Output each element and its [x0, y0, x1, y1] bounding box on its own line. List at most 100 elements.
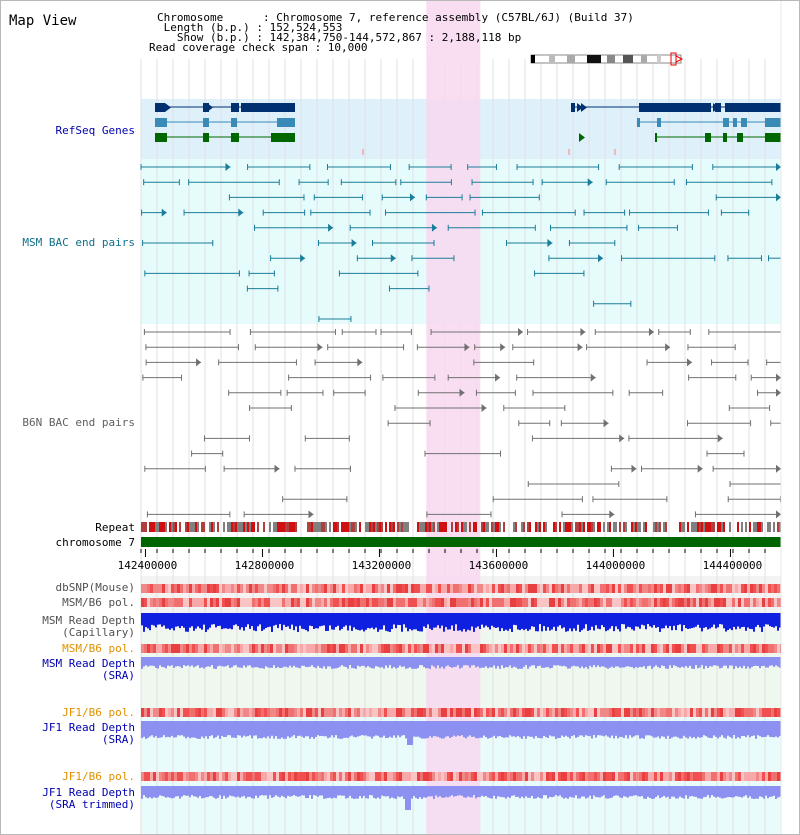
heat-cell — [393, 708, 396, 717]
depth-bar — [145, 657, 147, 666]
depth-bar — [671, 721, 673, 738]
heat-cell — [204, 598, 207, 607]
heat-cell — [549, 598, 552, 607]
depth-bar — [233, 721, 235, 738]
depth-bar — [649, 657, 651, 666]
heat-cell — [141, 644, 144, 653]
depth-bar — [697, 657, 699, 669]
depth-bar — [503, 721, 505, 738]
depth-bar — [591, 613, 593, 627]
heat-cell — [225, 644, 228, 653]
depth-bar — [761, 613, 763, 632]
depth-bar — [221, 786, 223, 799]
depth-bar — [593, 786, 595, 796]
heat-cell — [657, 584, 660, 593]
depth-bar — [709, 613, 711, 629]
heat-cell — [297, 708, 300, 717]
depth-bar — [717, 721, 719, 739]
heat-cell — [348, 584, 351, 593]
heat-cell — [519, 598, 522, 607]
gene-exon — [737, 133, 743, 142]
depth-bar — [773, 721, 775, 738]
heat-cell — [603, 644, 606, 653]
heat-cell — [612, 644, 615, 653]
depth-bar — [297, 613, 299, 632]
depth-bar — [333, 657, 335, 669]
depth-bar — [231, 786, 233, 797]
depth-bar — [199, 657, 201, 669]
depth-bar — [637, 786, 639, 797]
repeat-block — [693, 522, 695, 532]
depth-bar — [597, 657, 599, 666]
heat-cell — [552, 644, 555, 653]
heat-cell — [384, 772, 387, 781]
depth-bar — [205, 721, 207, 737]
depth-bar — [341, 786, 343, 796]
depth-bar — [685, 613, 687, 629]
depth-bar — [383, 657, 385, 669]
depth-bar — [603, 613, 605, 628]
depth-bar — [177, 613, 179, 627]
depth-bar — [525, 657, 527, 666]
heat-cell — [330, 598, 333, 607]
depth-bar — [633, 786, 635, 796]
heat-cell — [258, 708, 261, 717]
depth-bar — [349, 613, 351, 626]
ruler-tick-label: 144000000 — [586, 559, 646, 572]
heat-cell — [249, 584, 252, 593]
heat-cell — [261, 584, 264, 593]
depth-bar — [515, 721, 517, 738]
repeat-block — [461, 522, 463, 532]
depth-bar — [177, 657, 179, 667]
heat-cell — [276, 708, 279, 717]
heat-cell — [327, 598, 330, 607]
depth-bar — [381, 786, 383, 796]
heat-cell — [522, 708, 525, 717]
heat-cell — [456, 598, 459, 607]
heat-cell — [609, 708, 612, 717]
msm-bac-end-pairs-label[interactable]: MSM BAC end pairs — [22, 236, 135, 249]
heat-cell — [153, 584, 156, 593]
heat-cell — [447, 708, 450, 717]
depth-bar — [471, 613, 473, 627]
bac-end-arrow — [238, 208, 244, 217]
b6n-bac-end-pairs-label[interactable]: B6N BAC end pairs — [22, 416, 135, 429]
refseq-genes-label[interactable]: RefSeq Genes — [55, 124, 135, 137]
heat-cell — [552, 598, 555, 607]
depth-bar — [155, 786, 157, 798]
heat-cell — [315, 708, 318, 717]
depth-bar — [629, 613, 631, 628]
heat-cell — [564, 598, 567, 607]
heat-cell — [480, 772, 483, 781]
depth-bar — [181, 657, 183, 669]
depth-bar — [411, 786, 413, 799]
depth-bar — [143, 721, 145, 737]
depth-bar — [735, 657, 737, 667]
depth-bar — [573, 721, 575, 736]
gene-exon — [231, 103, 239, 112]
heat-cell — [471, 598, 474, 607]
depth-bar — [475, 721, 477, 739]
heat-cell — [498, 644, 501, 653]
depth-bar — [765, 721, 767, 737]
depth-bar — [611, 721, 613, 736]
depth-bar — [521, 613, 523, 629]
depth-bar — [583, 786, 585, 797]
depth-bar — [167, 613, 169, 629]
heat-cell — [741, 598, 744, 607]
depth-bar — [701, 786, 703, 799]
heat-cell — [714, 598, 717, 607]
depth-bar — [625, 657, 627, 667]
heat-cell — [345, 598, 348, 607]
depth-bar — [629, 657, 631, 667]
heat-cell — [534, 584, 537, 593]
repeat-block — [493, 522, 495, 532]
heat-cell — [483, 708, 486, 717]
heat-cell — [648, 598, 651, 607]
heat-cell — [510, 598, 513, 607]
depth-bar — [639, 657, 641, 667]
repeat-block — [145, 522, 147, 532]
gene-exon — [705, 133, 711, 142]
depth-bar — [535, 721, 537, 737]
